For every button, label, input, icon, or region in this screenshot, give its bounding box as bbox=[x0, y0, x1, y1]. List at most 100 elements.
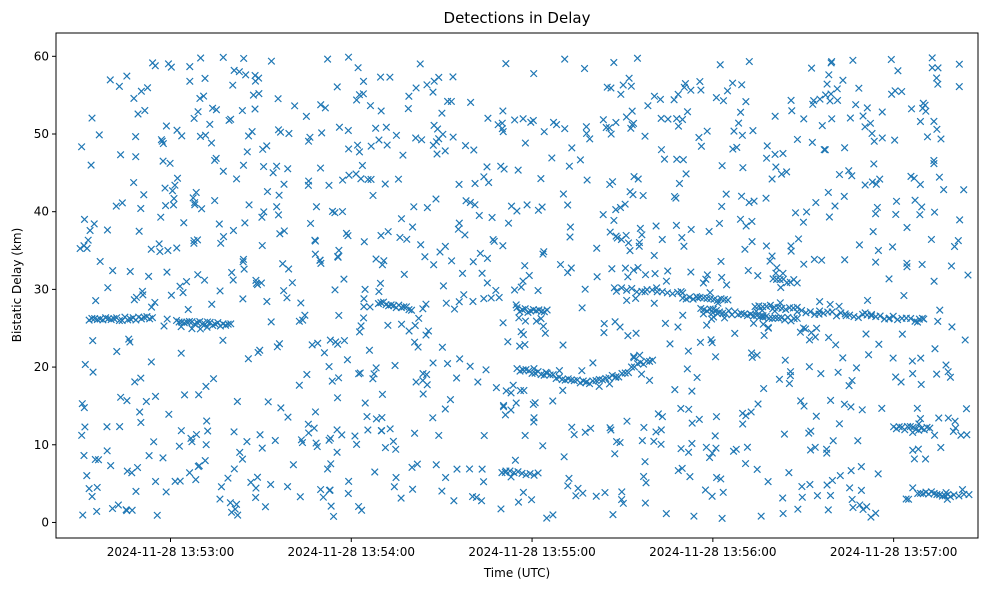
data-point bbox=[143, 84, 152, 92]
data-point bbox=[306, 219, 315, 228]
data-point bbox=[793, 135, 802, 144]
data-point bbox=[499, 127, 507, 136]
data-point bbox=[858, 406, 866, 414]
track-point bbox=[876, 312, 884, 320]
data-point bbox=[419, 376, 427, 385]
data-point bbox=[684, 448, 693, 456]
y-tick-label: 60 bbox=[34, 49, 49, 63]
data-point bbox=[564, 482, 572, 490]
data-point bbox=[230, 428, 238, 436]
data-point bbox=[306, 133, 314, 142]
data-point bbox=[778, 494, 787, 502]
data-point bbox=[196, 94, 204, 103]
track-point bbox=[926, 424, 934, 432]
data-point bbox=[776, 299, 785, 307]
data-point bbox=[359, 314, 368, 322]
track-point bbox=[627, 363, 636, 371]
data-point bbox=[730, 127, 738, 135]
data-point bbox=[201, 131, 210, 139]
track-point bbox=[612, 287, 621, 296]
data-point bbox=[239, 295, 247, 303]
data-point bbox=[916, 117, 925, 126]
data-point bbox=[701, 486, 710, 494]
data-point bbox=[916, 210, 924, 219]
data-point bbox=[345, 171, 353, 179]
data-point bbox=[277, 404, 285, 412]
data-point bbox=[681, 79, 690, 88]
data-point bbox=[848, 376, 856, 385]
data-point bbox=[718, 161, 726, 170]
data-point bbox=[151, 298, 159, 307]
data-point bbox=[917, 380, 925, 389]
data-point bbox=[216, 239, 225, 248]
track-point bbox=[198, 320, 207, 328]
data-point bbox=[208, 300, 216, 308]
data-point bbox=[410, 429, 419, 437]
data-point bbox=[962, 405, 971, 413]
data-point bbox=[702, 275, 710, 283]
data-point bbox=[106, 461, 115, 470]
data-point bbox=[716, 61, 724, 69]
data-point bbox=[937, 443, 945, 452]
data-point bbox=[867, 513, 875, 521]
data-point bbox=[135, 227, 143, 235]
data-point bbox=[449, 133, 457, 141]
data-point bbox=[430, 121, 438, 130]
data-point bbox=[610, 216, 618, 225]
data-point bbox=[949, 427, 958, 436]
data-point bbox=[512, 399, 520, 407]
data-point bbox=[185, 469, 194, 477]
data-point bbox=[112, 202, 120, 210]
data-point bbox=[824, 188, 833, 197]
data-point bbox=[549, 397, 557, 405]
data-point bbox=[411, 321, 419, 330]
data-point bbox=[610, 284, 619, 292]
data-point bbox=[96, 257, 104, 266]
data-point bbox=[367, 175, 375, 184]
data-point bbox=[477, 497, 486, 505]
data-point bbox=[189, 194, 197, 202]
data-point bbox=[768, 175, 776, 183]
data-point bbox=[208, 104, 217, 112]
data-point bbox=[652, 222, 660, 230]
data-point bbox=[631, 294, 640, 303]
track-point bbox=[110, 314, 118, 323]
data-point bbox=[514, 166, 522, 174]
data-point bbox=[316, 164, 325, 172]
data-point bbox=[599, 116, 608, 124]
track-point bbox=[793, 308, 801, 316]
data-point bbox=[820, 145, 828, 154]
data-point bbox=[453, 465, 461, 473]
data-point bbox=[734, 119, 743, 127]
data-point bbox=[357, 506, 366, 514]
data-point bbox=[219, 232, 228, 241]
x-tick-label: 2024-11-28 13:55:00 bbox=[468, 545, 595, 559]
data-point bbox=[634, 175, 642, 183]
data-point bbox=[903, 263, 911, 271]
data-point bbox=[140, 190, 148, 199]
data-point bbox=[249, 91, 258, 99]
data-point bbox=[909, 446, 917, 454]
data-point bbox=[777, 283, 785, 292]
data-point bbox=[147, 303, 156, 311]
data-point bbox=[944, 367, 952, 376]
data-point bbox=[722, 281, 731, 289]
data-point bbox=[593, 273, 601, 281]
data-point bbox=[371, 124, 380, 132]
data-point bbox=[389, 437, 398, 446]
data-point bbox=[236, 448, 244, 457]
data-point bbox=[384, 321, 392, 330]
data-point bbox=[128, 469, 136, 477]
data-point bbox=[421, 253, 429, 261]
data-point bbox=[750, 197, 758, 205]
data-point bbox=[908, 369, 917, 378]
data-point bbox=[272, 202, 281, 211]
data-point bbox=[913, 404, 922, 413]
data-point bbox=[733, 143, 741, 152]
data-point bbox=[934, 80, 942, 88]
data-point bbox=[785, 379, 794, 388]
data-point bbox=[779, 149, 787, 158]
data-point bbox=[822, 445, 831, 454]
data-point bbox=[137, 87, 146, 95]
data-point bbox=[499, 242, 507, 250]
